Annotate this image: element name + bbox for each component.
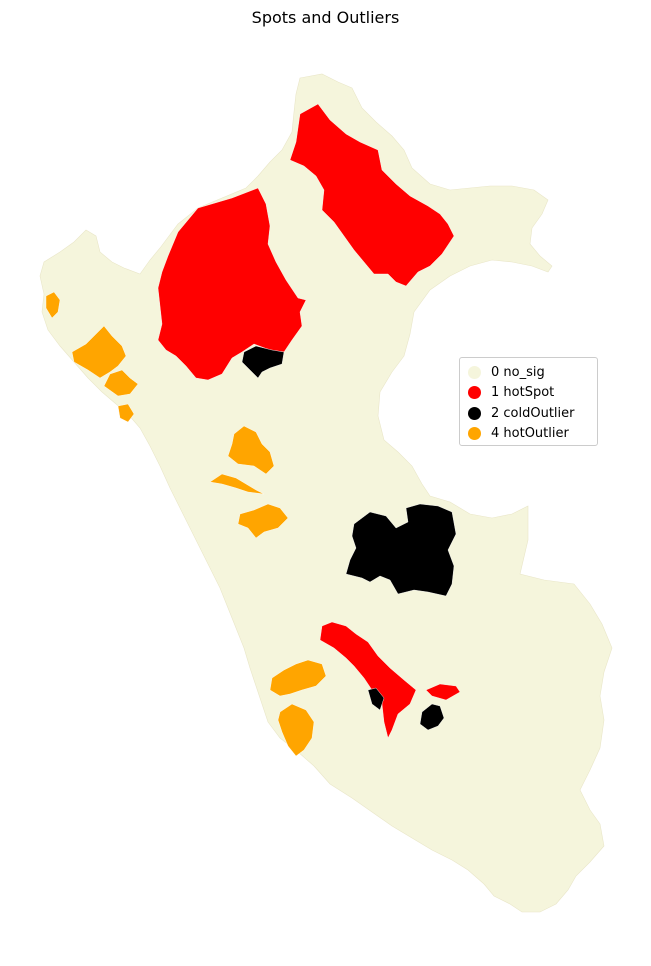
region-hotoutlier-2 [71, 325, 127, 379]
legend-label-hotoutlier: 4 hotOutlier [491, 426, 569, 442]
region-hotoutlier-1 [45, 291, 61, 319]
region-hotspot-north-east [289, 103, 455, 287]
region-hotspot-south-central [319, 621, 417, 739]
region-coldoutlier-central [345, 503, 457, 597]
legend-marker-no-sig [468, 365, 481, 379]
region-hotoutlier-9 [277, 703, 315, 757]
region-coldoutlier-south-2 [419, 703, 445, 731]
region-coldoutlier-north [241, 345, 285, 379]
region-hotoutlier-3 [103, 369, 139, 397]
legend-label-hotspot: 1 hotSpot [491, 385, 555, 401]
legend-marker-hotoutlier [468, 427, 481, 441]
legend-item-no-sig: 0 no_sig [468, 362, 589, 383]
region-hotoutlier-8 [269, 659, 327, 697]
region-hotoutlier-5 [227, 425, 275, 475]
map-legend: 0 no_sig 1 hotSpot 2 coldOutlier 4 hotOu… [459, 357, 598, 446]
legend-label-no-sig: 0 no_sig [491, 364, 545, 380]
legend-label-coldoutlier: 2 coldOutlier [491, 405, 575, 421]
legend-item-hotoutlier: 4 hotOutlier [468, 424, 589, 445]
region-hotspot-southeast [425, 683, 461, 701]
map-title: Spots and Outliers [251, 8, 400, 27]
region-hotoutlier-6 [209, 473, 265, 495]
legend-marker-coldoutlier [468, 406, 481, 420]
region-hotspot-north-central [157, 187, 307, 381]
legend-item-hotspot: 1 hotSpot [468, 383, 589, 404]
region-hotoutlier-7 [237, 503, 289, 539]
region-hotoutlier-4 [117, 403, 135, 423]
legend-marker-hotspot [468, 386, 481, 400]
region-coldoutlier-south-1 [367, 687, 385, 711]
legend-item-coldoutlier: 2 coldOutlier [468, 403, 589, 424]
